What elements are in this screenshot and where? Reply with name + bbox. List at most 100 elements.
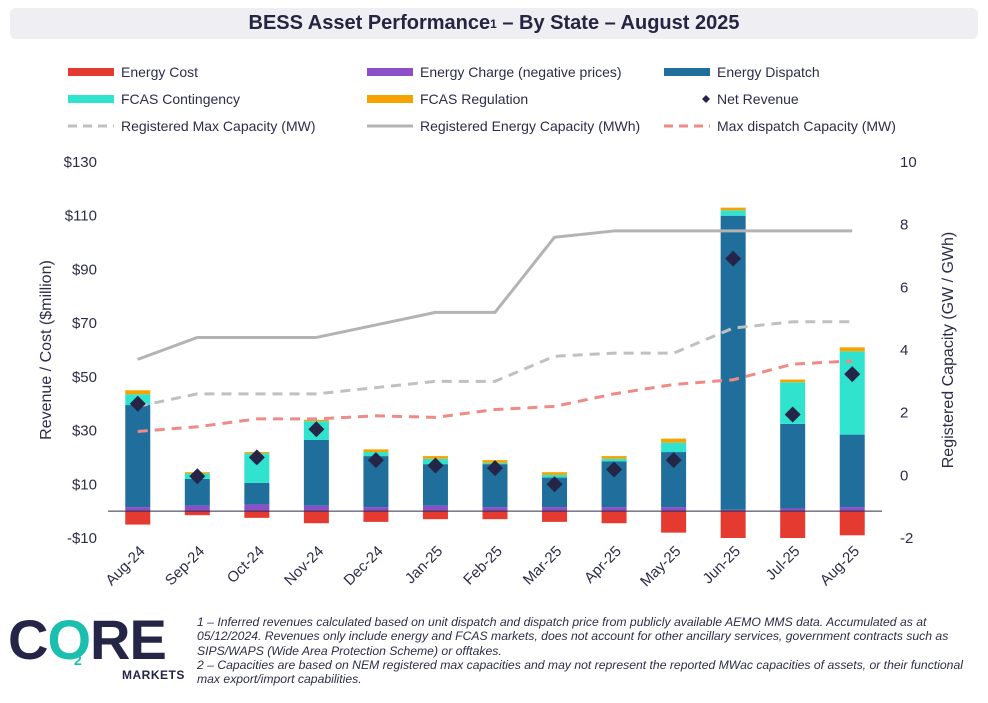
legend-energy-charge-negative-prices-label: Energy Charge (negative prices) xyxy=(420,64,622,80)
bar-energy-dispatch xyxy=(839,434,865,508)
bar-energy-cost xyxy=(363,511,389,522)
bar-fcas-regulation xyxy=(839,347,865,352)
bar-fcas-regulation xyxy=(720,207,746,211)
bar-energy-charge-negative-prices xyxy=(244,504,270,512)
bar-energy-dispatch xyxy=(780,423,806,509)
core-markets-logo: CORE 2 MARKETS xyxy=(8,612,186,687)
chart-title-main: BESS Asset Performance xyxy=(248,12,491,34)
bar-energy-charge-negative-prices xyxy=(422,505,448,512)
legend-net-revenue-swatch xyxy=(702,95,710,103)
legend-fcas-regulation-swatch xyxy=(367,95,413,103)
bar-energy-cost xyxy=(839,511,865,536)
bar-fcas-regulation xyxy=(661,438,687,443)
x-tick-label: Jul-25 xyxy=(763,543,804,584)
x-tick-label: Jun-25 xyxy=(700,543,744,587)
bar-energy-cost xyxy=(125,511,151,525)
bar-energy-cost xyxy=(303,511,329,524)
logo-o2-subscript: 2 xyxy=(74,652,82,668)
legend-energy-dispatch-swatch xyxy=(664,68,710,76)
y-right-axis-title: Registered Capacity (GW / GWh) xyxy=(940,232,957,469)
y-left-tick-label: $90 xyxy=(72,261,97,278)
line-registered-max-capacity-mw xyxy=(137,320,853,408)
bar-fcas-contingency xyxy=(601,458,627,462)
bar-energy-dispatch xyxy=(244,482,270,505)
bar-energy-cost xyxy=(422,511,448,520)
y-right-tick-label: 2 xyxy=(900,405,908,422)
marker-net-revenue xyxy=(665,452,682,469)
y-left-tick-label: -$10 xyxy=(67,530,97,547)
y-left-tick-label: $70 xyxy=(72,315,97,332)
legend-energy-dispatch-label: Energy Dispatch xyxy=(717,64,820,80)
footnotes: 1 – Inferred revenues calculated based o… xyxy=(197,615,977,686)
y-left-tick-label: $110 xyxy=(65,208,97,225)
marker-net-revenue xyxy=(248,449,265,466)
legend-energy-charge-negative-prices-swatch xyxy=(367,68,413,76)
bar-fcas-regulation xyxy=(125,390,151,395)
x-tick-label: Feb-25 xyxy=(460,543,506,589)
bar-energy-cost xyxy=(661,511,687,533)
marker-net-revenue xyxy=(308,421,325,438)
chart-title-footnote-ref: 1 xyxy=(490,16,497,31)
bar-fcas-contingency xyxy=(839,351,865,435)
marker-net-revenue xyxy=(606,461,623,478)
x-tick-label: Apr-25 xyxy=(581,543,625,587)
bar-fcas-contingency xyxy=(542,474,568,478)
x-tick-label: Mar-25 xyxy=(520,543,566,589)
bar-energy-charge-negative-prices xyxy=(542,507,568,512)
bar-energy-charge-negative-prices xyxy=(839,507,865,512)
legend-net-revenue-label: Net Revenue xyxy=(717,91,799,107)
bar-fcas-regulation xyxy=(303,419,329,422)
y-left-tick-label: $130 xyxy=(64,154,97,171)
logo-markets-label: MARKETS xyxy=(122,668,185,682)
y-right-tick-label: 10 xyxy=(900,154,917,171)
legend-fcas-contingency-swatch xyxy=(68,95,114,103)
bar-energy-cost xyxy=(542,511,568,522)
y-left-tick-label: $50 xyxy=(72,369,97,386)
marker-net-revenue xyxy=(725,250,742,267)
marker-net-revenue xyxy=(129,395,146,412)
x-tick-label: Sep-24 xyxy=(162,543,208,589)
bar-energy-charge-negative-prices xyxy=(601,507,627,512)
bar-fcas-contingency xyxy=(661,442,687,453)
logo-wordmark: CORE xyxy=(8,608,167,671)
x-tick-label: Aug-24 xyxy=(102,543,148,589)
x-tick-label: Nov-24 xyxy=(281,543,327,589)
bar-energy-cost xyxy=(184,511,210,516)
y-right-tick-label: 0 xyxy=(900,467,908,484)
marker-net-revenue xyxy=(367,452,384,469)
marker-net-revenue xyxy=(844,366,861,383)
bar-energy-charge-negative-prices xyxy=(482,507,508,512)
bar-fcas-regulation xyxy=(422,456,448,459)
chart-title-rest: – By State – August 2025 xyxy=(496,12,740,34)
bar-energy-charge-negative-prices xyxy=(720,509,746,512)
legend-registered-energy-capacity-mwh-label: Registered Energy Capacity (MWh) xyxy=(420,118,640,134)
y-left-tick-label: $10 xyxy=(72,476,97,493)
bar-energy-charge-negative-prices xyxy=(125,507,151,512)
legend-fcas-regulation-label: FCAS Regulation xyxy=(420,91,528,107)
footnote-1: 1 – Inferred revenues calculated based o… xyxy=(197,615,949,658)
legend-energy-cost-label: Energy Cost xyxy=(121,64,198,80)
bar-energy-dispatch xyxy=(125,405,151,508)
y-right-tick-label: 4 xyxy=(900,342,908,359)
legend-fcas-contingency-label: FCAS Contingency xyxy=(121,91,240,107)
line-max-dispatch-capacity-mw xyxy=(137,359,853,433)
bar-fcas-regulation xyxy=(363,449,389,453)
y-right-tick-label: -2 xyxy=(900,530,913,547)
bar-energy-charge-negative-prices xyxy=(184,505,210,512)
bar-energy-cost xyxy=(720,511,746,538)
bar-energy-cost xyxy=(482,511,508,520)
bar-energy-cost xyxy=(244,511,270,518)
legend-registered-max-capacity-mw-label: Registered Max Capacity (MW) xyxy=(121,118,316,134)
bar-fcas-contingency xyxy=(720,210,746,216)
legend-energy-cost-swatch xyxy=(68,68,114,76)
bar-energy-charge-negative-prices xyxy=(303,505,329,512)
bar-energy-cost xyxy=(780,511,806,538)
bar-fcas-regulation xyxy=(780,379,806,383)
y-left-tick-label: $30 xyxy=(72,423,97,440)
x-tick-label: Dec-24 xyxy=(341,543,387,589)
x-tick-label: Jan-25 xyxy=(402,543,446,587)
bess-performance-chart: Energy Cost Energy Charge (negative price… xyxy=(38,64,957,590)
y-right-tick-label: 8 xyxy=(900,217,908,234)
bar-energy-charge-negative-prices xyxy=(780,508,806,512)
x-tick-label: Oct-24 xyxy=(224,543,268,587)
